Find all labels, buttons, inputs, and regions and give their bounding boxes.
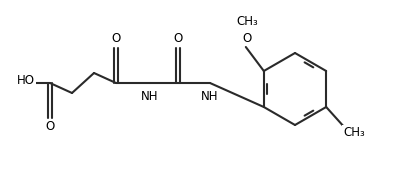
- Text: O: O: [173, 32, 182, 45]
- Text: O: O: [45, 121, 55, 134]
- Text: O: O: [242, 31, 251, 44]
- Text: CH₃: CH₃: [236, 15, 258, 28]
- Text: NH: NH: [141, 89, 159, 102]
- Text: NH: NH: [201, 89, 219, 102]
- Text: CH₃: CH₃: [343, 126, 365, 139]
- Text: HO: HO: [17, 75, 35, 88]
- Text: O: O: [111, 32, 121, 45]
